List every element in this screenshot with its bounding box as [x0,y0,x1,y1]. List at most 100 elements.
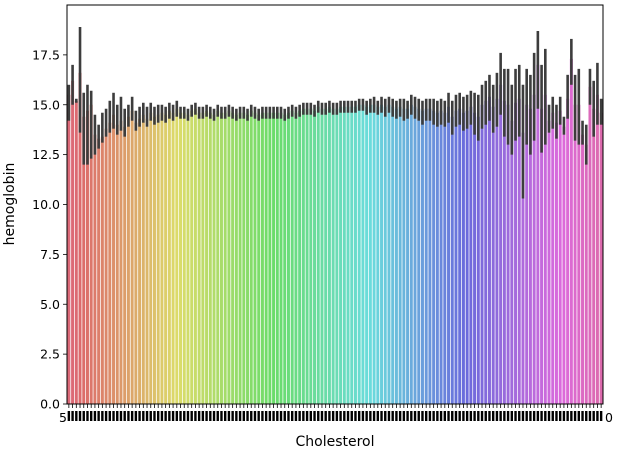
x-tick-label-glyph [391,411,394,421]
x-tick-label-glyph [235,411,238,421]
x-tick-label-glyph [287,411,290,421]
x-tick-label-glyph [544,411,547,421]
x-tick-label-glyph [454,411,458,421]
bar [264,112,268,404]
bar [112,114,116,404]
bar [335,108,339,405]
bar [305,108,309,405]
x-tick-label-glyph [551,411,554,421]
bar [171,112,175,404]
x-tick-label-glyph [547,411,551,421]
x-tick-label-glyph [197,411,201,421]
bar [383,106,387,404]
x-tick-label-glyph [317,411,320,421]
x-tick-label-glyph [67,411,71,421]
bar [346,106,350,404]
x-tick-label-glyph [577,411,581,421]
bar-group [67,58,603,405]
x-tick-label-glyph [573,411,577,421]
x-tick-label-glyph [138,411,141,421]
bar [454,110,458,405]
bar [361,104,365,404]
bar [487,96,491,405]
bar [502,100,506,404]
x-tick-label-glyph [588,411,592,421]
x-tick-label-glyph [116,411,119,421]
bar [130,110,134,405]
bar [141,114,145,404]
x-tick-label-glyph [123,411,126,421]
x-tick-label-glyph [562,411,566,421]
x-tick-label-glyph [86,411,89,421]
x-tick-label-glyph [194,411,197,421]
x-tick-label-glyph [372,411,376,421]
bar [283,114,287,404]
x-tick-label-glyph [439,411,443,421]
x-tick-label-glyph [231,411,234,421]
bar [301,108,305,405]
bar [562,126,566,404]
bar [521,132,525,404]
x-tick-label-glyph [305,411,309,421]
x-tick-label-glyph [585,411,588,421]
x-tick-label-glyph [78,411,82,421]
bar [227,110,231,405]
x-tick-label-glyph [350,411,353,421]
bar [469,106,473,404]
x-tick-label-glyph [112,411,115,421]
bar [528,108,532,405]
x-tick-label-glyph [223,411,227,421]
x-tick-label-glyph [343,411,346,421]
x-tick-label-glyph [521,411,525,421]
bar [532,94,536,405]
bar [152,116,156,404]
bar [253,112,257,404]
x-tick-label-glyph [499,411,502,421]
bar [309,108,313,405]
bar [465,110,469,405]
bar [595,94,599,405]
bar [126,116,130,404]
bar [223,112,227,404]
bar [290,110,294,405]
bar [179,112,183,404]
bar [380,104,384,404]
x-tick-label-glyph [127,411,130,421]
x-tick-label-glyph [294,411,298,421]
bar [249,110,253,405]
y-tick-label: 10.0 [32,197,60,212]
bar [182,112,186,404]
bar [175,108,179,405]
bar [476,116,480,404]
bar [93,134,97,405]
bar [164,114,168,404]
bar [480,104,484,404]
x-tick-label-glyph [469,411,473,421]
bar [547,120,551,405]
bar [298,110,302,405]
bar [566,98,570,404]
x-tick-label-glyph [227,411,231,421]
x-tick-label-glyph [346,411,350,421]
x-tick-label-glyph [566,411,569,421]
x-tick-label-glyph [309,411,313,421]
bar [149,112,153,404]
x-tick-label-glyph [328,411,331,421]
bar [543,94,547,405]
x-tick-label-glyph [465,411,469,421]
x-tick-label-glyph [495,411,499,421]
x-tick-label-glyph [410,411,413,421]
bar [495,98,499,404]
bar [428,108,432,405]
x-tick-label-glyph [428,411,432,421]
bar [540,108,544,405]
bar [216,110,220,405]
bar [100,136,104,405]
bar [350,106,354,404]
x-tick-label-glyph [339,411,342,421]
bar [89,104,93,404]
bar [558,110,562,405]
x-tick-label-glyph [71,411,74,421]
bar [67,94,71,405]
